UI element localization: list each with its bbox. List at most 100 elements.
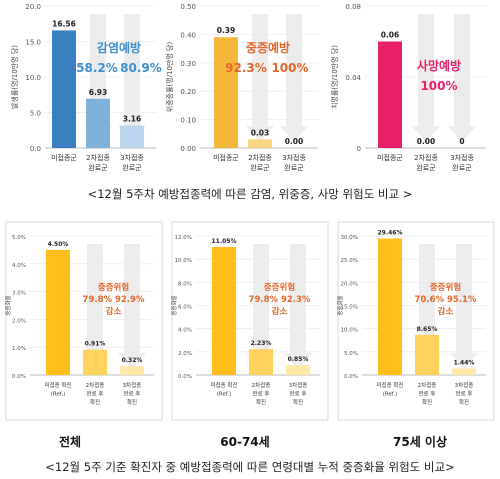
annotation-value: 80.9% xyxy=(120,61,162,75)
y-tick-label: 5.0% xyxy=(344,351,358,357)
y-tick-label: 0.10 xyxy=(180,117,196,125)
y-tick-label: 0.20 xyxy=(180,88,196,96)
bar-1 xyxy=(46,249,70,375)
group-label-all: 전체 xyxy=(58,435,82,449)
category-label: 2차접종 xyxy=(86,153,110,162)
bar-1 xyxy=(378,238,402,375)
category-label: 확진 xyxy=(256,398,266,406)
y-tick-label: 10.0% xyxy=(175,258,192,264)
bar-3 xyxy=(452,368,476,375)
bar-1 xyxy=(52,30,76,149)
category-label: 완료 후 xyxy=(87,390,104,398)
down-arrow-decoration xyxy=(118,244,146,369)
y-tick-label: 10.0 xyxy=(25,74,41,82)
group-label-60-74: 60-74세 xyxy=(220,435,270,449)
y-tick-label: 12.0% xyxy=(175,235,192,241)
category-label: 미접종 확진 xyxy=(210,381,237,389)
category-label: 완료군 xyxy=(88,164,108,172)
down-arrow-decoration xyxy=(280,14,308,142)
bar-value-label: 0.85% xyxy=(288,356,309,363)
y-tick-label: 1.0% xyxy=(12,346,26,352)
annotation-line: 79.8% 92.9% xyxy=(83,295,145,305)
category-label: 3차접종 xyxy=(123,381,142,389)
y-tick-label: 2.0% xyxy=(178,351,192,357)
chart-age-75-plus: 0.0% 5.0% 10.0% 15.0% 20.0% 25.0% 30.0% 중증화율 29.… xyxy=(337,221,495,421)
category-label: 2차접종 xyxy=(248,153,272,162)
bar-2 xyxy=(83,349,107,375)
annotation-line: 중증위험 xyxy=(430,282,461,293)
annotation-title: 중증예방 xyxy=(246,40,290,55)
annotation-line: 중증위험 xyxy=(98,282,129,293)
y-tick-label: 15.0% xyxy=(341,305,358,311)
y-tick-label: 15.0 xyxy=(25,39,41,47)
bar-value-label: 0.06 xyxy=(381,31,400,40)
category-label: (Ref.) xyxy=(217,392,232,398)
bar-value-label: 11.05% xyxy=(212,238,237,245)
category-label: 완료군 xyxy=(416,164,436,172)
chart-death: 0 0.04 0.08 치명률(명/10만명 당) 0.06 미접종군 0.00 2차접종완료… xyxy=(330,3,486,172)
category-label: 미접종군 xyxy=(51,153,77,162)
category-label: 완료군 xyxy=(250,164,270,172)
category-label: 완료 후 xyxy=(419,390,436,398)
bar-1 xyxy=(378,41,402,148)
bar-value-label: 0.00 xyxy=(417,137,436,146)
y-tick-label: 5.0% xyxy=(12,235,26,241)
category-label: 완료 후 xyxy=(456,390,473,398)
annotation-value: 100% xyxy=(420,79,457,93)
category-label: 2차접종 xyxy=(414,153,438,162)
y-tick-label: 20.0 xyxy=(25,3,41,11)
bar-value-label: 0.39 xyxy=(217,26,236,35)
y-axis-label: 중증화율 xyxy=(171,295,178,315)
category-label: 미접종 확진 xyxy=(376,381,403,389)
bar-3 xyxy=(286,365,310,375)
bar-value-label: 0.00 xyxy=(285,137,304,146)
y-tick-label: 30.0% xyxy=(341,235,358,241)
category-label: 완료군 xyxy=(452,164,472,172)
bar-value-label: 0.91% xyxy=(85,341,106,348)
annotation-title: 감염예방 xyxy=(97,40,141,55)
bar-value-label: 6.93 xyxy=(89,88,108,97)
bar-1 xyxy=(214,37,238,148)
y-tick-label: 0.0% xyxy=(12,374,26,380)
category-label: 확진 xyxy=(293,398,303,406)
bar-value-label: 8.65% xyxy=(417,326,438,333)
down-arrow-decoration xyxy=(448,14,476,142)
category-label: 미접종군 xyxy=(377,153,403,162)
annotation-line: 감소 xyxy=(106,306,122,317)
bottom-caption: <12월 5주 기준 확진자 중 예방접종력에 따른 연령대별 누적 중증화율 … xyxy=(45,460,455,474)
bar-value-label: 29.46% xyxy=(378,230,403,237)
y-tick-label: 25.0% xyxy=(341,258,358,264)
y-tick-label: 4.0% xyxy=(12,263,26,269)
category-label: 확진 xyxy=(422,398,432,406)
y-tick-label: 0.50 xyxy=(180,3,196,11)
y-tick-label: 20.0% xyxy=(341,281,358,287)
bar-1 xyxy=(212,247,236,375)
y-axis-label: 중증화율 xyxy=(5,295,12,315)
chart-infection: 0.0 5.0 10.0 15.0 20.0 발생률(명/10만명 당) 16.56 미접종군… xyxy=(10,3,162,172)
y-tick-label: 0.08 xyxy=(345,3,361,11)
annotation-line: 감소 xyxy=(272,306,288,317)
y-tick-label: 0.30 xyxy=(180,60,196,68)
y-tick-label: 0.0 xyxy=(30,145,41,153)
category-label: 미접종 확진 xyxy=(44,381,71,389)
y-tick-label: 5.0 xyxy=(30,110,41,118)
y-tick-label: 0.40 xyxy=(180,31,196,39)
annotation-line: 70.6% 95.1% xyxy=(415,295,477,305)
bar-value-label: 0 xyxy=(459,137,464,146)
down-arrow-decoration xyxy=(81,244,109,369)
bar-value-label: 16.56 xyxy=(52,19,76,28)
annotation-title: 사망예방 xyxy=(417,58,461,73)
category-label: 3차접종 xyxy=(282,153,306,162)
annotation-value: 58.2% xyxy=(76,61,118,75)
down-arrow-decoration xyxy=(247,244,275,369)
y-axis-label: 발생률(명/10만명 당) xyxy=(10,45,19,109)
y-tick-label: 0 xyxy=(357,145,361,153)
category-label: 확진 xyxy=(127,398,137,406)
y-tick-label: 8.0% xyxy=(178,281,192,287)
bar-value-label: 2.23% xyxy=(251,340,272,347)
bar-3 xyxy=(120,366,144,375)
annotation-line: 79.8% 92.3% xyxy=(249,295,311,305)
y-tick-label: 0.04 xyxy=(345,74,361,82)
category-label: 완료군 xyxy=(284,164,304,172)
